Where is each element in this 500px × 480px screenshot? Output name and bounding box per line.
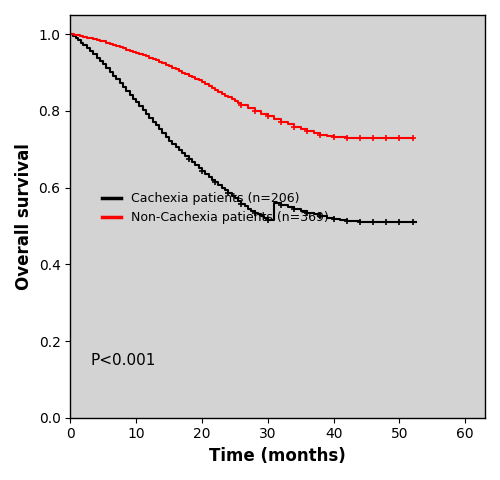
Legend: Cachexia patients (n=206), Non-Cachexia patients (n=369): Cachexia patients (n=206), Non-Cachexia … (98, 187, 334, 229)
Text: P<0.001: P<0.001 (90, 353, 156, 368)
Y-axis label: Overall survival: Overall survival (15, 143, 33, 290)
X-axis label: Time (months): Time (months) (210, 447, 346, 465)
